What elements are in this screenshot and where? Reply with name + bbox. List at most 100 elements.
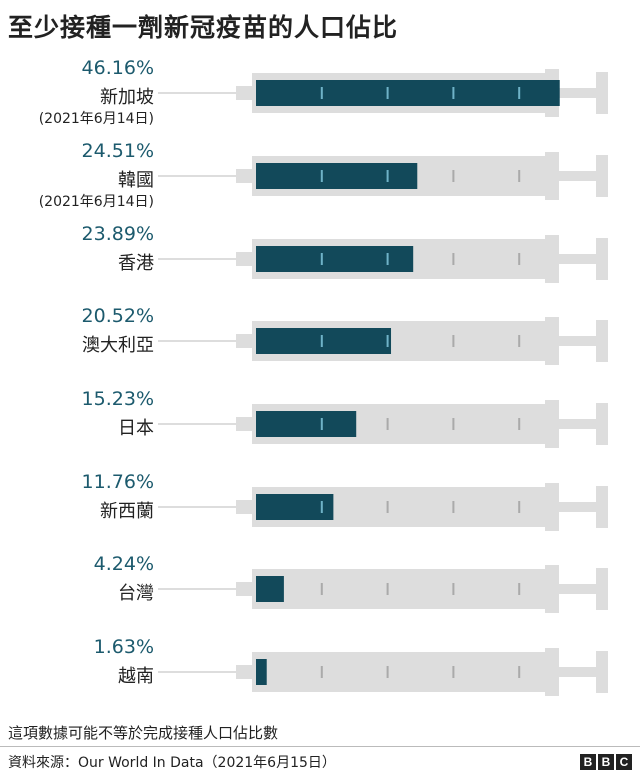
syringe-plunger-cap: [596, 320, 608, 362]
syringe-plunger-cap: [596, 403, 608, 445]
tick-mark: [386, 583, 389, 595]
tick-mark: [320, 335, 323, 347]
syringe-needle: [158, 506, 238, 508]
bar-6: [256, 494, 334, 520]
data-label-8: 1.63%: [93, 636, 154, 658]
syringe-needle: [158, 671, 238, 673]
syringe-plunger-cap: [596, 238, 608, 280]
footnote: 這項數據可能不等於完成接種人口佔比數: [8, 724, 279, 742]
syringe-barrel: [252, 569, 557, 609]
syringe-plunger-cap: [596, 568, 608, 610]
data-label-4: 20.52%: [81, 305, 154, 327]
tick-mark: [386, 170, 389, 182]
category-label-3: 香港: [118, 253, 154, 274]
syringe-plunger-rod: [557, 584, 599, 594]
syringe-flange: [545, 648, 559, 696]
bar-2: [256, 163, 418, 189]
bar-3: [256, 246, 414, 272]
tick-mark: [452, 170, 455, 182]
syringe-hub: [236, 169, 254, 183]
tick-mark: [452, 335, 455, 347]
tick-mark: [386, 501, 389, 513]
chart-area: [158, 69, 608, 696]
syringe-plunger-rod: [557, 336, 599, 346]
bar-4: [256, 328, 392, 354]
syringe-plunger-rod: [557, 667, 599, 677]
syringe-needle: [158, 340, 238, 342]
data-label-6: 11.76%: [81, 471, 154, 493]
category-label-2: 韓國: [118, 170, 154, 191]
bbc-logo-b1: B: [580, 754, 596, 770]
tick-mark: [452, 87, 455, 99]
syringe-plunger-rod: [557, 419, 599, 429]
tick-mark: [320, 583, 323, 595]
tick-mark: [518, 87, 521, 99]
syringe-needle: [158, 92, 238, 94]
bar-8: [256, 659, 267, 685]
tick-mark: [518, 501, 521, 513]
syringe-flange: [545, 235, 559, 283]
source-text: 資料來源：Our World In Data（2021年6月15日）: [8, 755, 336, 771]
tick-mark: [320, 87, 323, 99]
category-label-8: 越南: [118, 666, 154, 687]
syringe-plunger-rod: [557, 88, 599, 98]
syringe-plunger-rod: [557, 171, 599, 181]
category-label-6: 新西蘭: [100, 501, 154, 522]
syringe-flange: [545, 483, 559, 531]
data-label-1: 46.16%: [81, 57, 154, 79]
category-label-7: 台灣: [118, 583, 154, 604]
syringe-plunger-rod: [557, 502, 599, 512]
syringe-hub: [236, 86, 254, 100]
tick-mark: [518, 418, 521, 430]
syringe-needle: [158, 258, 238, 260]
category-label-1: 新加坡: [100, 87, 154, 108]
syringe-needle: [158, 588, 238, 590]
syringe-hub: [236, 252, 254, 266]
syringe-hub: [236, 582, 254, 596]
tick-mark: [320, 666, 323, 678]
tick-mark: [386, 253, 389, 265]
syringe-flange: [545, 317, 559, 365]
tick-mark: [452, 501, 455, 513]
tick-mark: [518, 335, 521, 347]
tick-mark: [452, 666, 455, 678]
date-note-2: (2021年6月14日): [38, 194, 154, 210]
syringe-barrel: [252, 652, 557, 692]
syringe-needle: [158, 423, 238, 425]
tick-mark: [452, 418, 455, 430]
data-label-2: 24.51%: [81, 140, 154, 162]
tick-mark: [320, 418, 323, 430]
data-label-5: 15.23%: [81, 388, 154, 410]
data-label-3: 23.89%: [81, 223, 154, 245]
syringe-flange: [545, 565, 559, 613]
tick-mark: [386, 87, 389, 99]
tick-mark: [518, 666, 521, 678]
date-note-1: (2021年6月14日): [38, 111, 154, 127]
tick-mark: [452, 583, 455, 595]
syringe-flange: [545, 152, 559, 200]
syringe-hub: [236, 500, 254, 514]
tick-mark: [320, 253, 323, 265]
category-label-5: 日本: [118, 418, 154, 439]
category-label-4: 澳大利亞: [82, 335, 154, 356]
tick-mark: [320, 501, 323, 513]
tick-mark: [320, 170, 323, 182]
tick-mark: [386, 418, 389, 430]
syringe-plunger-cap: [596, 651, 608, 693]
bbc-logo-b2: B: [598, 754, 614, 770]
bar-5: [256, 411, 357, 437]
footer-divider: [0, 746, 640, 747]
bbc-logo: B B C: [580, 754, 632, 770]
bar-1: [256, 80, 560, 106]
chart-title: 至少接種一劑新冠疫苗的人口佔比: [8, 13, 399, 42]
syringe-hub: [236, 334, 254, 348]
syringe-hub: [236, 665, 254, 679]
bbc-logo-c: C: [616, 754, 632, 770]
syringe-plunger-rod: [557, 254, 599, 264]
tick-mark: [518, 253, 521, 265]
syringe-plunger-cap: [596, 155, 608, 197]
tick-mark: [386, 335, 389, 347]
data-label-7: 4.24%: [93, 553, 154, 575]
tick-mark: [518, 583, 521, 595]
bar-7: [256, 576, 284, 602]
